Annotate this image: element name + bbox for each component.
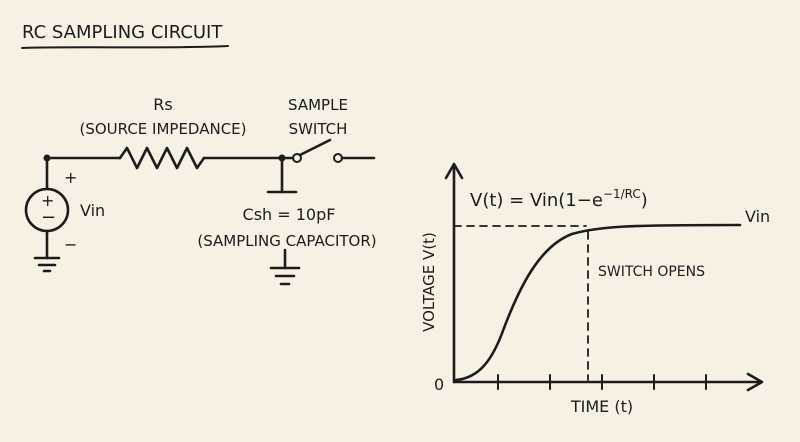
capacitor-desc-label: (SAMPLING CAPACITOR) bbox=[197, 232, 376, 250]
equation-prefix: V(t) = Vin(1− bbox=[470, 190, 592, 211]
switch-opens-label: SWITCH OPENS bbox=[598, 264, 705, 280]
source-label: Vin bbox=[80, 201, 105, 220]
switch-label-line2: SWITCH bbox=[289, 120, 348, 138]
origin-label: 0 bbox=[434, 375, 444, 394]
switch-blade bbox=[298, 138, 332, 157]
equation-base: e bbox=[592, 190, 603, 211]
equation-exponent: −1/RC bbox=[603, 187, 641, 201]
capacitor-value-label: Csh = 10pF bbox=[243, 205, 336, 224]
x-axis-arrow bbox=[746, 372, 764, 392]
charging-curve bbox=[454, 223, 742, 382]
title-underline bbox=[21, 45, 229, 49]
source-polarity-minus: − bbox=[64, 235, 77, 254]
equation-label: V(t) = Vin(1−e−1/RC) bbox=[470, 187, 648, 211]
source-inner-plus: + bbox=[41, 191, 54, 210]
switch-label-line1: SAMPLE bbox=[288, 96, 348, 114]
resistor-name-label: Rs bbox=[153, 95, 172, 114]
equation-suffix: ) bbox=[641, 190, 648, 211]
page-title: RC SAMPLING CIRCUIT bbox=[22, 22, 223, 43]
source-inner-minus: − bbox=[41, 207, 56, 228]
asymptote-label: Vin bbox=[745, 207, 770, 226]
resistor-rs bbox=[118, 146, 206, 170]
y-axis-label: VOLTAGE V(t) bbox=[420, 232, 438, 332]
source-polarity-plus: + bbox=[64, 168, 77, 187]
y-axis-arrow bbox=[444, 162, 464, 180]
resistor-desc-label: (SOURCE IMPEDANCE) bbox=[79, 120, 246, 138]
x-axis-label: TIME (t) bbox=[570, 397, 633, 416]
